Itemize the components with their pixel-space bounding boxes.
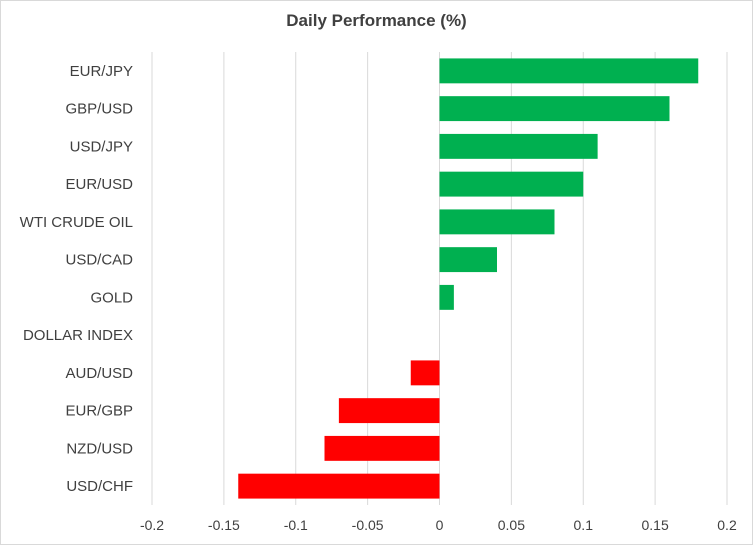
bar	[324, 435, 440, 461]
category-label: EUR/USD	[65, 176, 133, 193]
bar	[439, 209, 555, 235]
bar	[439, 133, 598, 159]
category-label: WTI CRUDE OIL	[20, 214, 133, 231]
category-label: USD/CAD	[65, 252, 133, 269]
category-label: USD/CHF	[66, 478, 133, 495]
x-tick-label: -0.1	[284, 517, 308, 533]
chart-title: Daily Performance (%)	[286, 11, 467, 30]
category-label: USD/JPY	[70, 138, 133, 155]
bar	[238, 473, 440, 499]
x-tick-label: 0.1	[574, 517, 594, 533]
x-tick-label: -0.15	[208, 517, 240, 533]
category-label: GBP/USD	[65, 101, 133, 118]
x-tick-label: 0.2	[717, 517, 737, 533]
category-label: NZD/USD	[66, 440, 133, 457]
x-tick-label: 0.05	[498, 517, 525, 533]
bar	[410, 360, 440, 386]
bar	[439, 284, 454, 310]
category-label: EUR/JPY	[70, 63, 133, 80]
bar	[439, 58, 699, 84]
x-tick-label: -0.2	[140, 517, 164, 533]
bar	[439, 247, 497, 273]
bar	[439, 171, 584, 197]
category-label: DOLLAR INDEX	[23, 327, 133, 344]
bar	[338, 398, 440, 424]
x-tick-label: -0.05	[352, 517, 384, 533]
category-label: EUR/GBP	[65, 403, 133, 420]
category-label: GOLD	[90, 289, 133, 306]
x-tick-label: 0	[436, 517, 444, 533]
category-label: AUD/USD	[65, 365, 133, 382]
bar	[439, 96, 670, 122]
x-tick-label: 0.15	[642, 517, 669, 533]
